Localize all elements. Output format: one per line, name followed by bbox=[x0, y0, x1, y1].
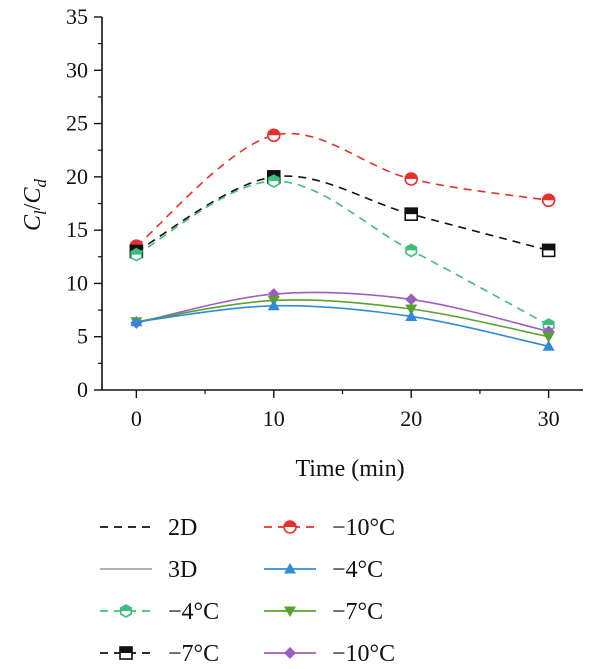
legend-item: 2D bbox=[100, 515, 197, 541]
y-tick-label: 5 bbox=[77, 324, 88, 349]
plot-area bbox=[129, 128, 556, 351]
data-point-fill bbox=[405, 172, 418, 179]
data-point-fill bbox=[543, 318, 554, 325]
data-point bbox=[542, 332, 555, 343]
data-point-fill bbox=[268, 175, 279, 182]
data-point-fill bbox=[406, 244, 417, 251]
legend-label: 2D bbox=[168, 515, 197, 541]
series-3D-3 bbox=[130, 288, 555, 338]
series-line bbox=[135, 180, 550, 326]
x-tick-label: 0 bbox=[131, 406, 142, 431]
data-point bbox=[405, 293, 418, 306]
legend-marker bbox=[284, 563, 296, 574]
legend-item: −10°C bbox=[264, 641, 395, 667]
axes: 0 5 10 15 20 25 30 35 0 10 20 30 bbox=[66, 4, 583, 431]
x-tick-label: 10 bbox=[263, 406, 285, 431]
data-point bbox=[405, 310, 418, 321]
x-axis-title: Time (min) bbox=[295, 456, 404, 482]
data-point-fill bbox=[267, 170, 280, 177]
legend-label: −4°C bbox=[168, 599, 219, 625]
data-point bbox=[542, 340, 555, 351]
data-point bbox=[267, 299, 280, 311]
legend-marker-fill bbox=[284, 521, 296, 527]
series-line bbox=[136, 291, 549, 333]
legend-marker bbox=[284, 647, 296, 659]
legend-item: −7°C bbox=[264, 599, 383, 625]
data-point-fill bbox=[542, 244, 555, 251]
legend-marker-fill bbox=[120, 605, 132, 611]
legend: 2D 3D −4°C −7°C −10°C −4°C −7°C −10°C bbox=[100, 515, 395, 667]
y-tick-label: 30 bbox=[66, 57, 88, 82]
y-axis-title: Cl/Cd bbox=[20, 179, 50, 231]
legend-label: 3D bbox=[168, 557, 197, 583]
legend-label: −7°C bbox=[168, 641, 219, 667]
legend-label: −10°C bbox=[332, 515, 395, 541]
series-3D-5 bbox=[130, 299, 555, 351]
legend-item: −7°C bbox=[100, 641, 219, 667]
legend-label: −7°C bbox=[332, 599, 383, 625]
y-tick-label: 25 bbox=[66, 111, 88, 136]
data-point-fill bbox=[131, 248, 142, 255]
legend-item: −4°C bbox=[100, 599, 219, 625]
data-point-fill bbox=[542, 194, 555, 201]
data-point bbox=[405, 304, 418, 316]
data-point-fill bbox=[405, 208, 418, 215]
y-tick-label: 20 bbox=[66, 164, 88, 189]
data-point-fill bbox=[267, 129, 280, 136]
y-tick-label: 10 bbox=[66, 270, 88, 295]
x-tick-label: 30 bbox=[538, 406, 560, 431]
y-tick-label: 0 bbox=[77, 377, 88, 402]
legend-item: −4°C bbox=[264, 557, 383, 583]
series-line bbox=[136, 304, 549, 348]
series-2D-0 bbox=[129, 128, 556, 253]
series-2D-1 bbox=[129, 170, 556, 259]
y-tick-label: 35 bbox=[66, 4, 88, 29]
legend-item: 3D bbox=[100, 557, 197, 583]
data-point-fill bbox=[130, 240, 143, 247]
legend-marker bbox=[284, 606, 296, 617]
y-tick-label: 15 bbox=[66, 217, 88, 242]
legend-marker-fill bbox=[120, 647, 132, 653]
legend-item: −10°C bbox=[264, 515, 395, 541]
legend-label: −4°C bbox=[332, 557, 383, 583]
series-line bbox=[135, 132, 549, 247]
legend-label: −10°C bbox=[332, 641, 395, 667]
x-tick-label: 20 bbox=[400, 406, 422, 431]
data-point bbox=[130, 315, 143, 327]
series-3D-4 bbox=[130, 295, 555, 343]
series-line bbox=[136, 299, 549, 338]
